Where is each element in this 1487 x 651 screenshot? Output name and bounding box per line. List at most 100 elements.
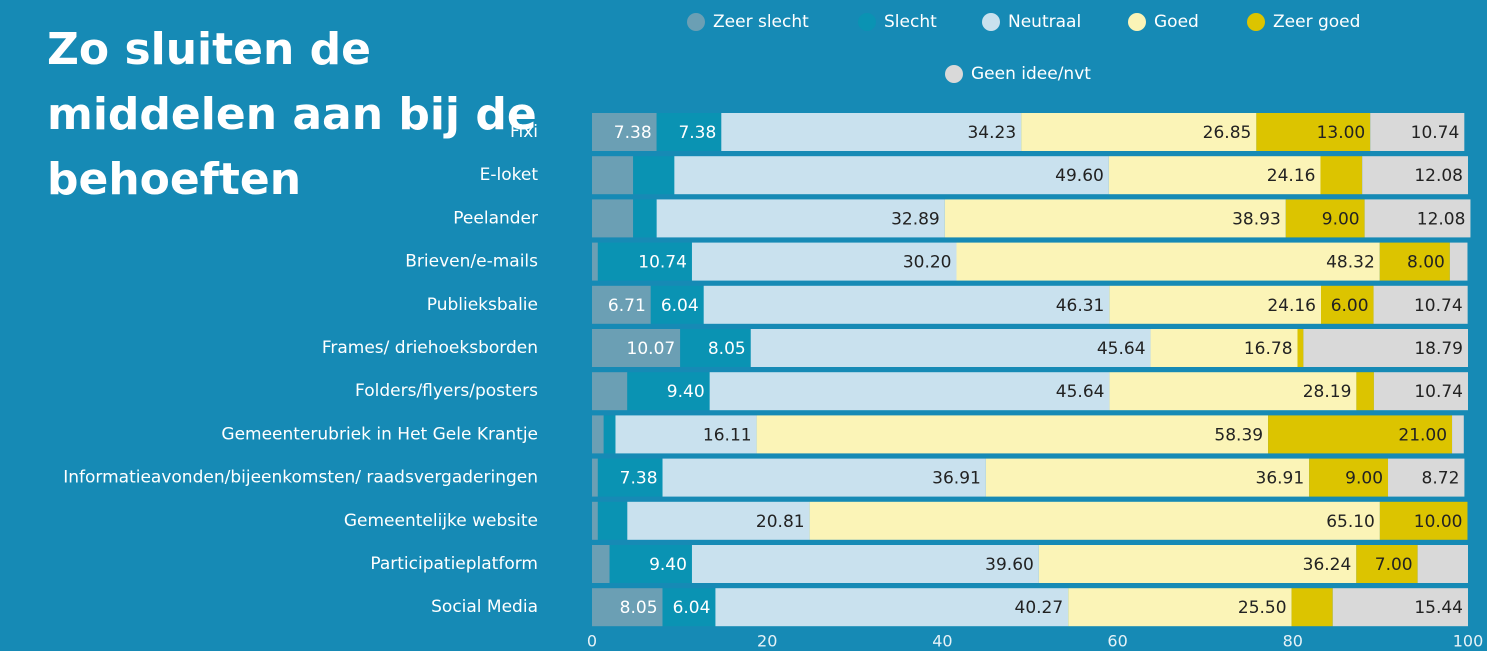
value-label: 9.40 — [667, 382, 705, 402]
value-label: 36.24 — [1303, 555, 1352, 575]
bar-segment — [1373, 372, 1468, 411]
x-tick-label: 80 — [1283, 632, 1303, 651]
bar-segment — [956, 242, 1380, 281]
value-label: 32.89 — [891, 209, 940, 229]
bar-segment — [674, 156, 1109, 195]
value-label: 8.72 — [1422, 469, 1460, 489]
bar-segment — [721, 113, 1022, 151]
bar-segment — [633, 199, 657, 238]
x-tick-label: 0 — [587, 632, 597, 651]
category-label: Publieksbalie — [427, 295, 538, 315]
value-label: 9.00 — [1322, 209, 1360, 229]
value-label: 8.05 — [708, 339, 746, 359]
chart-title: Zo sluiten de middelen aan bij de behoefte… — [47, 24, 537, 205]
bar-segment — [592, 545, 610, 583]
value-label: 16.11 — [703, 425, 752, 445]
category-label: Brieven/e-mails — [405, 252, 538, 272]
value-label: 10.74 — [638, 253, 687, 273]
value-label: 26.85 — [1203, 123, 1252, 143]
bar-segment — [592, 329, 681, 367]
value-label: 10.74 — [1411, 123, 1460, 143]
bar-segment — [592, 588, 663, 627]
value-label: 13.00 — [1317, 123, 1366, 143]
x-tick-label: 20 — [757, 632, 777, 651]
category-label: Peelander — [453, 208, 538, 228]
bar-segment — [944, 199, 1286, 238]
legend-swatch — [858, 13, 876, 31]
bar-segment — [1303, 329, 1468, 367]
value-label: 8.00 — [1407, 253, 1445, 273]
category-label: Participatieplatform — [370, 554, 538, 574]
value-label: 10.00 — [1414, 512, 1463, 532]
value-label: 38.93 — [1232, 209, 1281, 229]
value-label: 10.74 — [1414, 382, 1463, 402]
value-label: 25.50 — [1238, 598, 1287, 618]
value-label: 10.74 — [1414, 296, 1463, 316]
bar-segment — [592, 372, 628, 411]
value-label: 7.38 — [620, 469, 658, 489]
value-label: 21.00 — [1398, 425, 1447, 445]
bar-segment — [597, 501, 628, 540]
value-label: 6.04 — [661, 296, 699, 316]
bar-segment — [1356, 372, 1374, 411]
value-label: 58.39 — [1214, 425, 1263, 445]
bar-segment — [592, 415, 604, 454]
bar-segment — [656, 199, 945, 238]
bar-segment — [1417, 545, 1468, 583]
bar-segment — [1320, 156, 1363, 195]
legend-label: Geen idee/nvt — [971, 64, 1091, 84]
bar-segment — [627, 501, 810, 540]
category-label: Gemeentelijke website — [344, 511, 538, 531]
value-label: 6.00 — [1331, 296, 1369, 316]
bar-segment — [1285, 199, 1365, 238]
bar-segment — [1379, 501, 1468, 540]
bar-segment — [1370, 113, 1465, 151]
bar-segment — [1388, 458, 1465, 497]
value-label: 8.05 — [620, 598, 658, 618]
value-label: 45.64 — [1097, 339, 1146, 359]
bar-segment — [597, 458, 663, 497]
value-label: 6.71 — [608, 296, 646, 316]
value-label: 12.08 — [1414, 166, 1463, 186]
bar-segment — [680, 329, 751, 367]
bar-segment — [609, 545, 692, 583]
bar-segment — [1291, 588, 1333, 627]
bar-segment — [662, 588, 716, 627]
bar-segment — [592, 285, 651, 324]
legend-swatch — [1247, 13, 1265, 31]
bar-segment — [1449, 242, 1468, 281]
bar-segment — [650, 285, 704, 324]
legend-label: Slecht — [884, 12, 937, 32]
bar-segment — [1256, 113, 1371, 151]
value-label: 45.64 — [1056, 382, 1105, 402]
bar-segment — [603, 415, 616, 454]
legend-swatch — [982, 13, 1000, 31]
bar-segment — [691, 242, 957, 281]
bar-segment — [592, 458, 598, 497]
bar-segment — [691, 545, 1039, 583]
x-tick-label: 100 — [1453, 632, 1484, 651]
value-label: 24.16 — [1267, 296, 1316, 316]
bar-segment — [1362, 156, 1468, 195]
bar-segment — [1109, 285, 1322, 324]
value-label: 28.19 — [1303, 382, 1352, 402]
bar-segment — [592, 156, 634, 195]
bar-segment — [1452, 415, 1464, 454]
legend-swatch — [1128, 13, 1146, 31]
bar-segment — [1373, 285, 1468, 324]
bar-segment — [1021, 113, 1257, 151]
bar-segment — [1332, 588, 1468, 627]
value-label: 7.38 — [678, 123, 716, 143]
bar-segment — [592, 199, 634, 238]
value-label: 9.00 — [1345, 469, 1383, 489]
bar-segment — [985, 458, 1310, 497]
x-tick-label: 60 — [1107, 632, 1127, 651]
value-label: 36.91 — [1256, 469, 1305, 489]
bar-segment — [592, 501, 598, 540]
value-label: 46.31 — [1056, 296, 1105, 316]
bar-segment — [1068, 588, 1292, 627]
legend-swatch — [945, 65, 963, 83]
bar-segment — [1309, 458, 1389, 497]
